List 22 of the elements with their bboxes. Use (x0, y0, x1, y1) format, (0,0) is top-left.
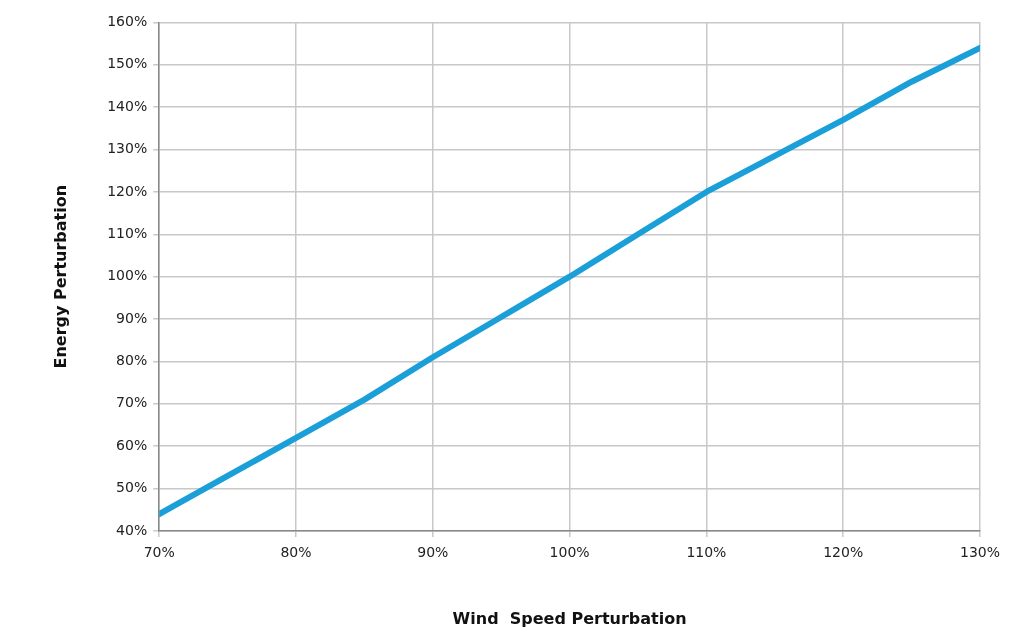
y-axis-title: Energy Perturbation (50, 184, 70, 369)
y-tick-label: 90% (116, 309, 148, 326)
x-tick-label: 120% (823, 544, 864, 561)
y-tick-label: 70% (116, 394, 148, 411)
y-tick-label: 100% (107, 267, 148, 284)
x-tick-label: 100% (549, 544, 590, 561)
y-tick-label: 130% (107, 140, 148, 157)
y-tick-label: 150% (107, 55, 148, 72)
y-tick-label: 140% (107, 97, 148, 114)
x-tick-label: 70% (143, 544, 175, 561)
y-tick-label: 160% (107, 13, 148, 30)
y-tick-label: 50% (116, 479, 148, 496)
y-tick-label: 110% (107, 224, 148, 241)
x-tick-label: 130% (959, 544, 1000, 561)
x-tick-label: 110% (686, 544, 727, 561)
y-tick-label: 60% (116, 436, 148, 453)
x-tick-label: 90% (417, 544, 449, 561)
x-tick-label: 80% (280, 544, 312, 561)
y-tick-label: 120% (107, 182, 148, 199)
y-tick-label: 80% (116, 352, 148, 369)
y-tick-label: 40% (116, 521, 148, 538)
x-axis-title: Wind Speed Perturbation (452, 608, 687, 628)
